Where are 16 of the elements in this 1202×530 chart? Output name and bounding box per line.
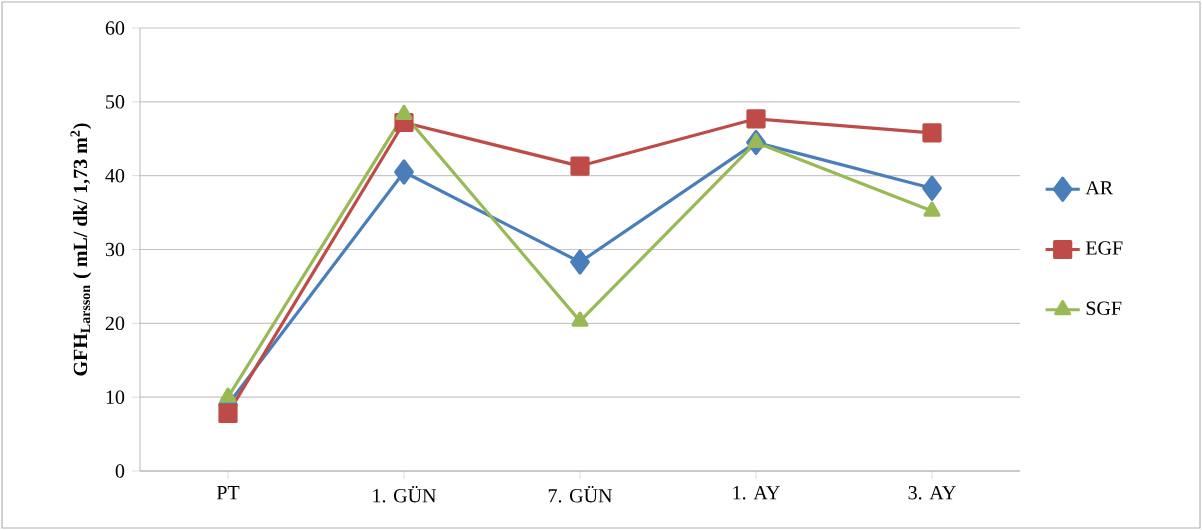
y-tick-label: 40 <box>105 168 125 183</box>
legend-label: AR <box>1085 181 1114 195</box>
y-axis-title: GFH$_{Larsson}$ ( mL/ dk/ 1,73 m$^{2}$) <box>70 123 92 376</box>
legend-label: SGF <box>1086 301 1122 316</box>
x-tick-label: PT <box>216 486 240 500</box>
x-tick-label: 1. GÜN <box>373 486 437 503</box>
legend-label: EGF <box>1085 241 1123 255</box>
y-tick-label: 20 <box>105 316 125 331</box>
y-tick-label: 10 <box>106 390 125 404</box>
y-tick-label: 50 <box>106 95 125 109</box>
y-tick-label: 60 <box>105 21 125 35</box>
x-tick-label: 3. AY <box>908 486 956 500</box>
y-tick-label: 30 <box>105 242 125 257</box>
y-tick-label: 0 <box>115 464 125 478</box>
x-tick-label: 7. GÜN <box>548 486 613 503</box>
x-tick-label: 1. AY <box>733 486 780 500</box>
